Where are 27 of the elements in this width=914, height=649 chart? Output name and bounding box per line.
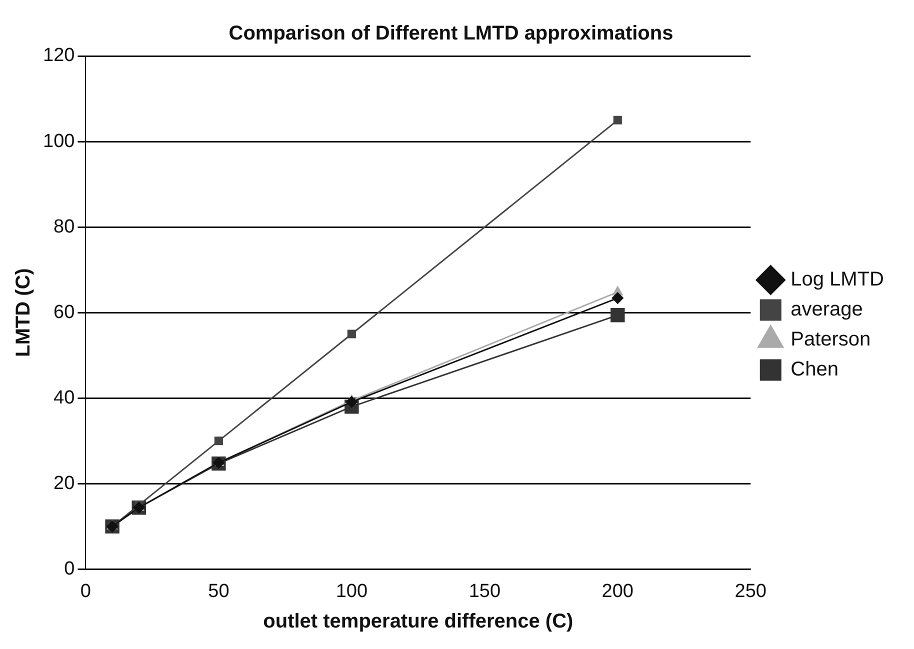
y-tick-label: 120 bbox=[43, 45, 75, 66]
legend-label: Paterson bbox=[790, 328, 871, 351]
y-tick-label: 100 bbox=[43, 130, 75, 152]
point bbox=[610, 308, 625, 322]
legend-label: average bbox=[790, 298, 863, 321]
x-tick-label: 50 bbox=[208, 580, 230, 602]
y-tick-label: 40 bbox=[54, 387, 75, 408]
point bbox=[346, 396, 358, 408]
chart-title: Comparison of Different LMTD approximations bbox=[228, 22, 674, 45]
x-axis-title: outlet temperature difference (C) bbox=[263, 610, 574, 633]
x-tick-label: 0 bbox=[80, 580, 91, 602]
legend-label: Chen bbox=[790, 358, 838, 381]
y-tick-label: 60 bbox=[54, 302, 75, 323]
point bbox=[214, 436, 223, 446]
x-tick-label: 250 bbox=[734, 580, 766, 602]
legend-label: Log LMTD bbox=[790, 268, 884, 291]
point bbox=[347, 330, 356, 338]
x-tick-label: 200 bbox=[602, 580, 634, 602]
y-tick-label: 80 bbox=[54, 216, 75, 238]
point bbox=[612, 292, 624, 304]
y-tick-label: 0 bbox=[64, 558, 75, 580]
point bbox=[212, 456, 224, 468]
x-tick-label: 100 bbox=[336, 580, 368, 602]
y-tick-label: 20 bbox=[54, 472, 75, 494]
x-tick-label: 150 bbox=[468, 580, 501, 602]
point bbox=[613, 116, 622, 124]
y-axis-title: LMTD (C) bbox=[12, 268, 35, 358]
